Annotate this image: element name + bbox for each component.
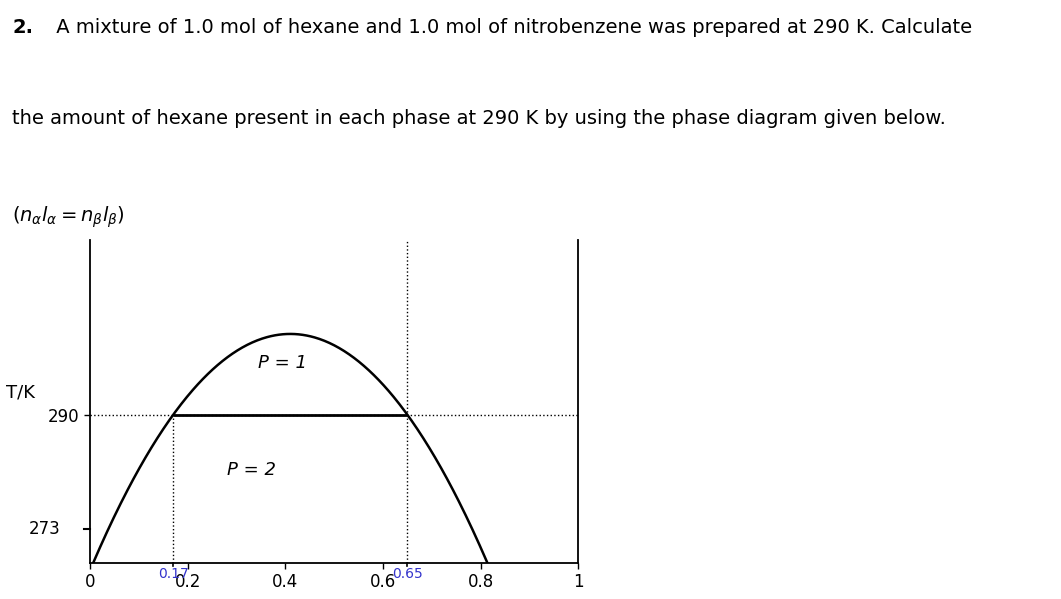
Text: 2.: 2. bbox=[13, 18, 34, 37]
Text: 0.65: 0.65 bbox=[393, 567, 422, 581]
Text: P = 2: P = 2 bbox=[227, 461, 276, 479]
Text: 0.17: 0.17 bbox=[158, 567, 189, 581]
Text: A mixture of 1.0 mol of hexane and 1.0 mol of nitrobenzene was prepared at 290 K: A mixture of 1.0 mol of hexane and 1.0 m… bbox=[50, 18, 972, 37]
Text: P = 1: P = 1 bbox=[259, 353, 308, 371]
Text: 273: 273 bbox=[29, 521, 60, 539]
Text: $(n_\alpha l_\alpha = n_\beta l_\beta)$: $(n_\alpha l_\alpha = n_\beta l_\beta)$ bbox=[13, 205, 125, 231]
Y-axis label: T/K: T/K bbox=[6, 383, 35, 401]
Text: the amount of hexane present in each phase at 290 K by using the phase diagram g: the amount of hexane present in each pha… bbox=[13, 109, 946, 128]
X-axis label: x(C$_6$H$_{14}$): x(C$_6$H$_{14}$) bbox=[296, 597, 372, 599]
